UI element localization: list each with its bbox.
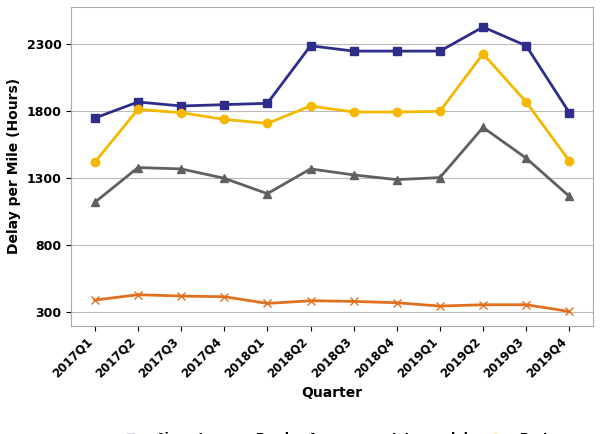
X-axis label: Quarter: Quarter bbox=[302, 386, 362, 400]
Airport bbox=[566, 110, 573, 115]
Airport bbox=[264, 101, 271, 106]
Airport bbox=[91, 115, 98, 121]
Intermodal bbox=[178, 166, 185, 171]
Legend: Airport, Border Area, Intermodal, Port: Airport, Border Area, Intermodal, Port bbox=[109, 427, 555, 434]
Airport bbox=[178, 103, 185, 108]
Airport bbox=[393, 49, 400, 54]
Border Area bbox=[91, 297, 98, 302]
Airport bbox=[436, 49, 443, 54]
Line: Port: Port bbox=[91, 49, 574, 166]
Port bbox=[436, 109, 443, 114]
Line: Border Area: Border Area bbox=[91, 290, 574, 316]
Port bbox=[134, 107, 142, 112]
Intermodal bbox=[221, 176, 228, 181]
Port bbox=[479, 51, 487, 56]
Port bbox=[566, 158, 573, 164]
Intermodal bbox=[393, 177, 400, 182]
Intermodal bbox=[264, 191, 271, 196]
Intermodal bbox=[350, 172, 357, 178]
Border Area bbox=[350, 299, 357, 304]
Border Area bbox=[479, 302, 487, 307]
Port bbox=[307, 103, 314, 108]
Airport bbox=[350, 49, 357, 54]
Intermodal bbox=[91, 200, 98, 205]
Intermodal bbox=[523, 155, 530, 161]
Port bbox=[393, 109, 400, 115]
Border Area bbox=[436, 303, 443, 309]
Intermodal bbox=[566, 194, 573, 199]
Border Area bbox=[393, 300, 400, 306]
Intermodal bbox=[307, 166, 314, 171]
Port bbox=[221, 117, 228, 122]
Border Area bbox=[523, 302, 530, 307]
Port bbox=[178, 110, 185, 115]
Airport bbox=[307, 43, 314, 48]
Border Area bbox=[307, 298, 314, 303]
Border Area bbox=[221, 294, 228, 299]
Port bbox=[350, 109, 357, 115]
Line: Intermodal: Intermodal bbox=[91, 123, 574, 207]
Intermodal bbox=[436, 175, 443, 180]
Airport bbox=[479, 24, 487, 30]
Port bbox=[523, 99, 530, 105]
Intermodal bbox=[134, 165, 142, 170]
Border Area bbox=[134, 292, 142, 297]
Airport bbox=[221, 102, 228, 107]
Port bbox=[264, 121, 271, 126]
Border Area bbox=[264, 301, 271, 306]
Intermodal bbox=[479, 125, 487, 130]
Airport bbox=[523, 43, 530, 48]
Line: Airport: Airport bbox=[91, 23, 574, 122]
Border Area bbox=[178, 293, 185, 299]
Y-axis label: Delay per Mile (Hours): Delay per Mile (Hours) bbox=[7, 78, 21, 254]
Airport bbox=[134, 99, 142, 105]
Port bbox=[91, 160, 98, 165]
Border Area bbox=[566, 309, 573, 314]
